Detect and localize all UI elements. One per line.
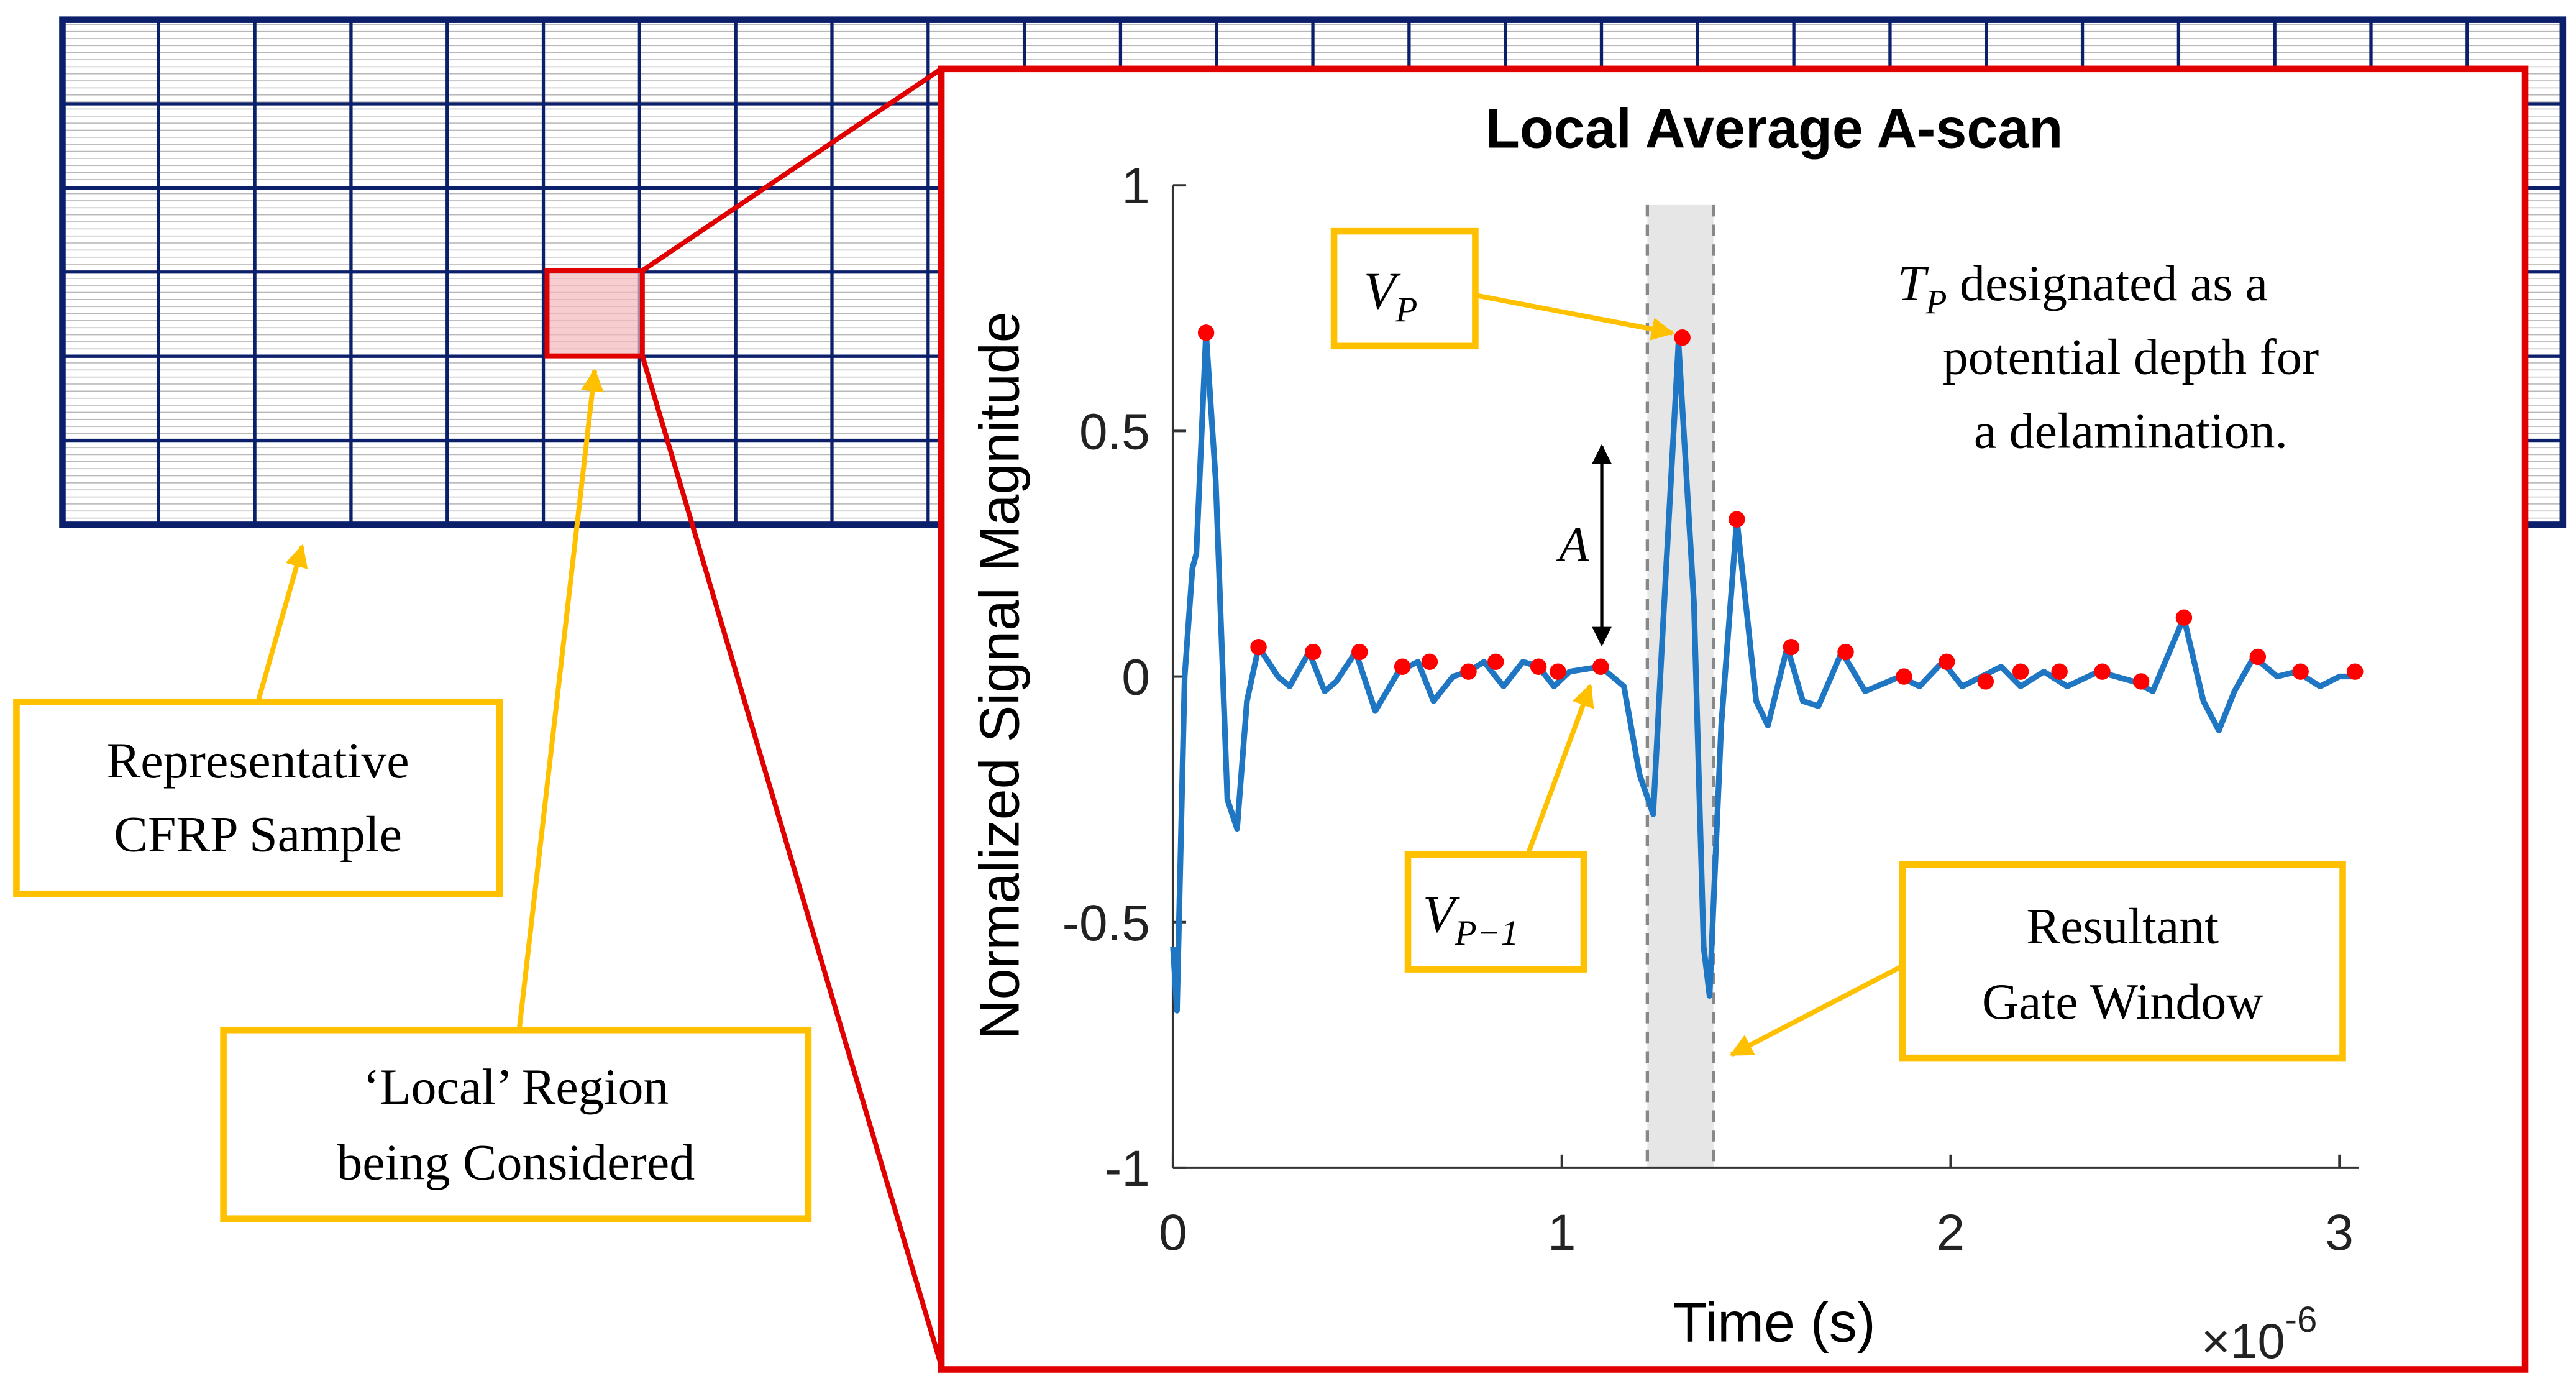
peak-marker (1938, 653, 1955, 671)
zoom-line (641, 67, 943, 273)
gate-callout: Resultant Gate Window (1729, 861, 2346, 1062)
peak-marker (1530, 658, 1547, 675)
zoom-box (938, 65, 2529, 1373)
callout-box (1404, 851, 1587, 973)
peak-marker (1460, 663, 1477, 680)
chart-title: Local Average A-scan (1486, 98, 2063, 160)
y-tick-label: 1 (1121, 158, 1150, 214)
arrow (1474, 293, 1675, 341)
peak-marker (1394, 658, 1411, 675)
local-region (544, 268, 645, 359)
peak-marker (2051, 663, 2068, 680)
peak-marker (2132, 673, 2150, 690)
y-tick-label: -1 (1105, 1140, 1150, 1197)
peak-marker (1674, 329, 1691, 346)
x-axis-label: Time (s) (1673, 1292, 1876, 1354)
peak-marker (1592, 658, 1609, 675)
x-tick-label: 3 (2325, 1204, 2354, 1261)
peak-marker (1896, 668, 1912, 685)
callout-text: CFRP Sample (114, 806, 402, 863)
peak-marker (2175, 609, 2193, 626)
peak-marker (1977, 673, 1994, 690)
note-line: potential depth for (1943, 329, 2319, 385)
note-line: a delamination. (1974, 402, 2288, 459)
note-line: designated as a (1947, 255, 2268, 311)
peak-marker (2347, 663, 2364, 680)
peak-marker (2012, 663, 2029, 680)
math-label: VP−1 (1423, 886, 1519, 953)
peak-marker (1250, 638, 1267, 656)
callout-text: being Considered (337, 1134, 695, 1190)
y-axis-label: Normalized Signal Magnitude (969, 311, 1031, 1040)
peak-marker (2249, 648, 2267, 666)
x-tick-label: 1 (1548, 1204, 1576, 1261)
peak-marker (1729, 511, 1745, 528)
y-tick-label: -0.5 (1062, 895, 1150, 952)
peak-marker (2292, 663, 2309, 680)
callout-box (1899, 861, 2346, 1062)
y-tick-label: 0 (1121, 649, 1150, 706)
callout-box (13, 699, 503, 897)
math-base: V (1423, 886, 1460, 943)
peak-marker (1550, 663, 1566, 680)
callout-text: ‘Local’ Region (363, 1058, 669, 1115)
math-label: VP (1364, 262, 1418, 329)
peak-marker (1197, 324, 1215, 341)
y-tick-label: 0.5 (1079, 403, 1150, 460)
arrow (516, 368, 604, 1030)
x-multiplier: ×10-6 (2201, 1300, 2317, 1369)
multiplier-base: ×10 (2201, 1313, 2285, 1369)
peak-marker (1351, 643, 1368, 661)
amplitude-label: A (1556, 518, 1589, 572)
peak-marker (2094, 663, 2111, 680)
chart: Local Average A-scan Time (s) Normalized… (969, 98, 2364, 1369)
math-base: V (1364, 262, 1401, 320)
note: TP designated as a (1898, 255, 2268, 321)
math-base: T (1898, 255, 1929, 311)
sample-callout: Representative CFRP Sample (13, 544, 503, 897)
arrow (255, 544, 308, 703)
x-tick-label: 2 (1937, 1204, 1965, 1261)
peak-marker (1487, 653, 1504, 671)
callout-text: Gate Window (1982, 973, 2263, 1030)
arrow (1729, 962, 1907, 1057)
peak-marker (1304, 643, 1322, 661)
peak-marker (1783, 638, 1800, 656)
arrow (1525, 683, 1594, 856)
peak-marker (1837, 643, 1854, 661)
callout-text: Resultant (2026, 897, 2219, 954)
math-sub: P (1395, 290, 1417, 329)
x-tick-label: 0 (1159, 1204, 1187, 1261)
math-sub: P (1925, 283, 1947, 321)
peak-marker (1421, 653, 1438, 671)
zoom-line (640, 355, 944, 1367)
multiplier-exponent: -6 (2285, 1300, 2318, 1340)
callout-box (1330, 227, 1479, 350)
callout-text: Representative (107, 732, 409, 789)
region-callout: ‘Local’ Region being Considered (220, 368, 812, 1222)
math-sub: P−1 (1455, 914, 1519, 953)
callout-box (220, 1026, 812, 1222)
